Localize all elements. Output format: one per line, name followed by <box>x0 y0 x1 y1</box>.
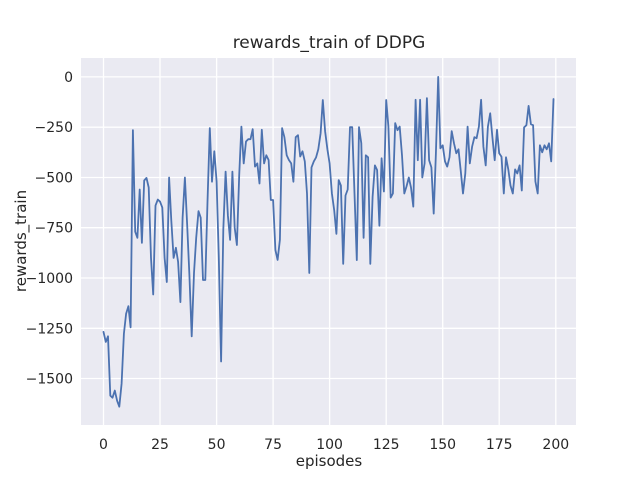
chart-title: rewards_train of DDPG <box>232 33 426 53</box>
y-tick-label: −1000 <box>26 271 73 287</box>
x-tick-label: 175 <box>486 437 513 453</box>
x-axis-label: episodes <box>295 452 363 470</box>
x-tick-label: 75 <box>264 437 282 453</box>
y-axis-label: rewards_train <box>12 189 30 293</box>
y-tick-label: 0 <box>64 70 73 86</box>
x-tick-label: 150 <box>429 437 456 453</box>
reward-train-line <box>102 76 555 408</box>
y-tick-label: −500 <box>35 171 73 187</box>
y-tick-label: −1500 <box>26 372 73 388</box>
x-tick-label: 0 <box>99 437 108 453</box>
x-tick-label: 100 <box>316 437 343 453</box>
y-tick-label: −250 <box>35 120 73 136</box>
x-tick-label: 125 <box>373 437 400 453</box>
y-tick-label: −1250 <box>26 321 73 337</box>
y-tick-label: −750 <box>35 221 73 237</box>
x-tick-label: 25 <box>151 437 169 453</box>
x-tick-label: 50 <box>208 437 226 453</box>
x-tick-label: 200 <box>542 437 569 453</box>
